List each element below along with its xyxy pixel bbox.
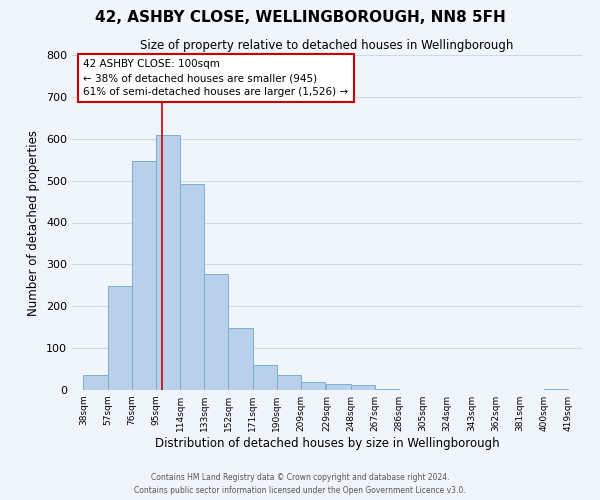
Bar: [301, 382, 325, 390]
Bar: [83, 376, 107, 390]
Bar: [204, 274, 229, 390]
Bar: [229, 328, 253, 390]
Title: Size of property relative to detached houses in Wellingborough: Size of property relative to detached ho…: [140, 40, 514, 52]
Y-axis label: Number of detached properties: Number of detached properties: [28, 130, 40, 316]
X-axis label: Distribution of detached houses by size in Wellingborough: Distribution of detached houses by size …: [155, 437, 499, 450]
Bar: [544, 389, 568, 390]
Bar: [326, 384, 350, 390]
Text: 42 ASHBY CLOSE: 100sqm
← 38% of detached houses are smaller (945)
61% of semi-de: 42 ASHBY CLOSE: 100sqm ← 38% of detached…: [83, 59, 349, 97]
Text: 42, ASHBY CLOSE, WELLINGBOROUGH, NN8 5FH: 42, ASHBY CLOSE, WELLINGBOROUGH, NN8 5FH: [95, 10, 505, 25]
Bar: [107, 286, 132, 390]
Bar: [253, 365, 277, 390]
Bar: [180, 184, 204, 390]
Text: Contains HM Land Registry data © Crown copyright and database right 2024.
Contai: Contains HM Land Registry data © Crown c…: [134, 474, 466, 495]
Bar: [156, 136, 180, 390]
Bar: [277, 376, 301, 390]
Bar: [350, 384, 374, 390]
Bar: [132, 160, 156, 390]
Bar: [374, 388, 399, 390]
